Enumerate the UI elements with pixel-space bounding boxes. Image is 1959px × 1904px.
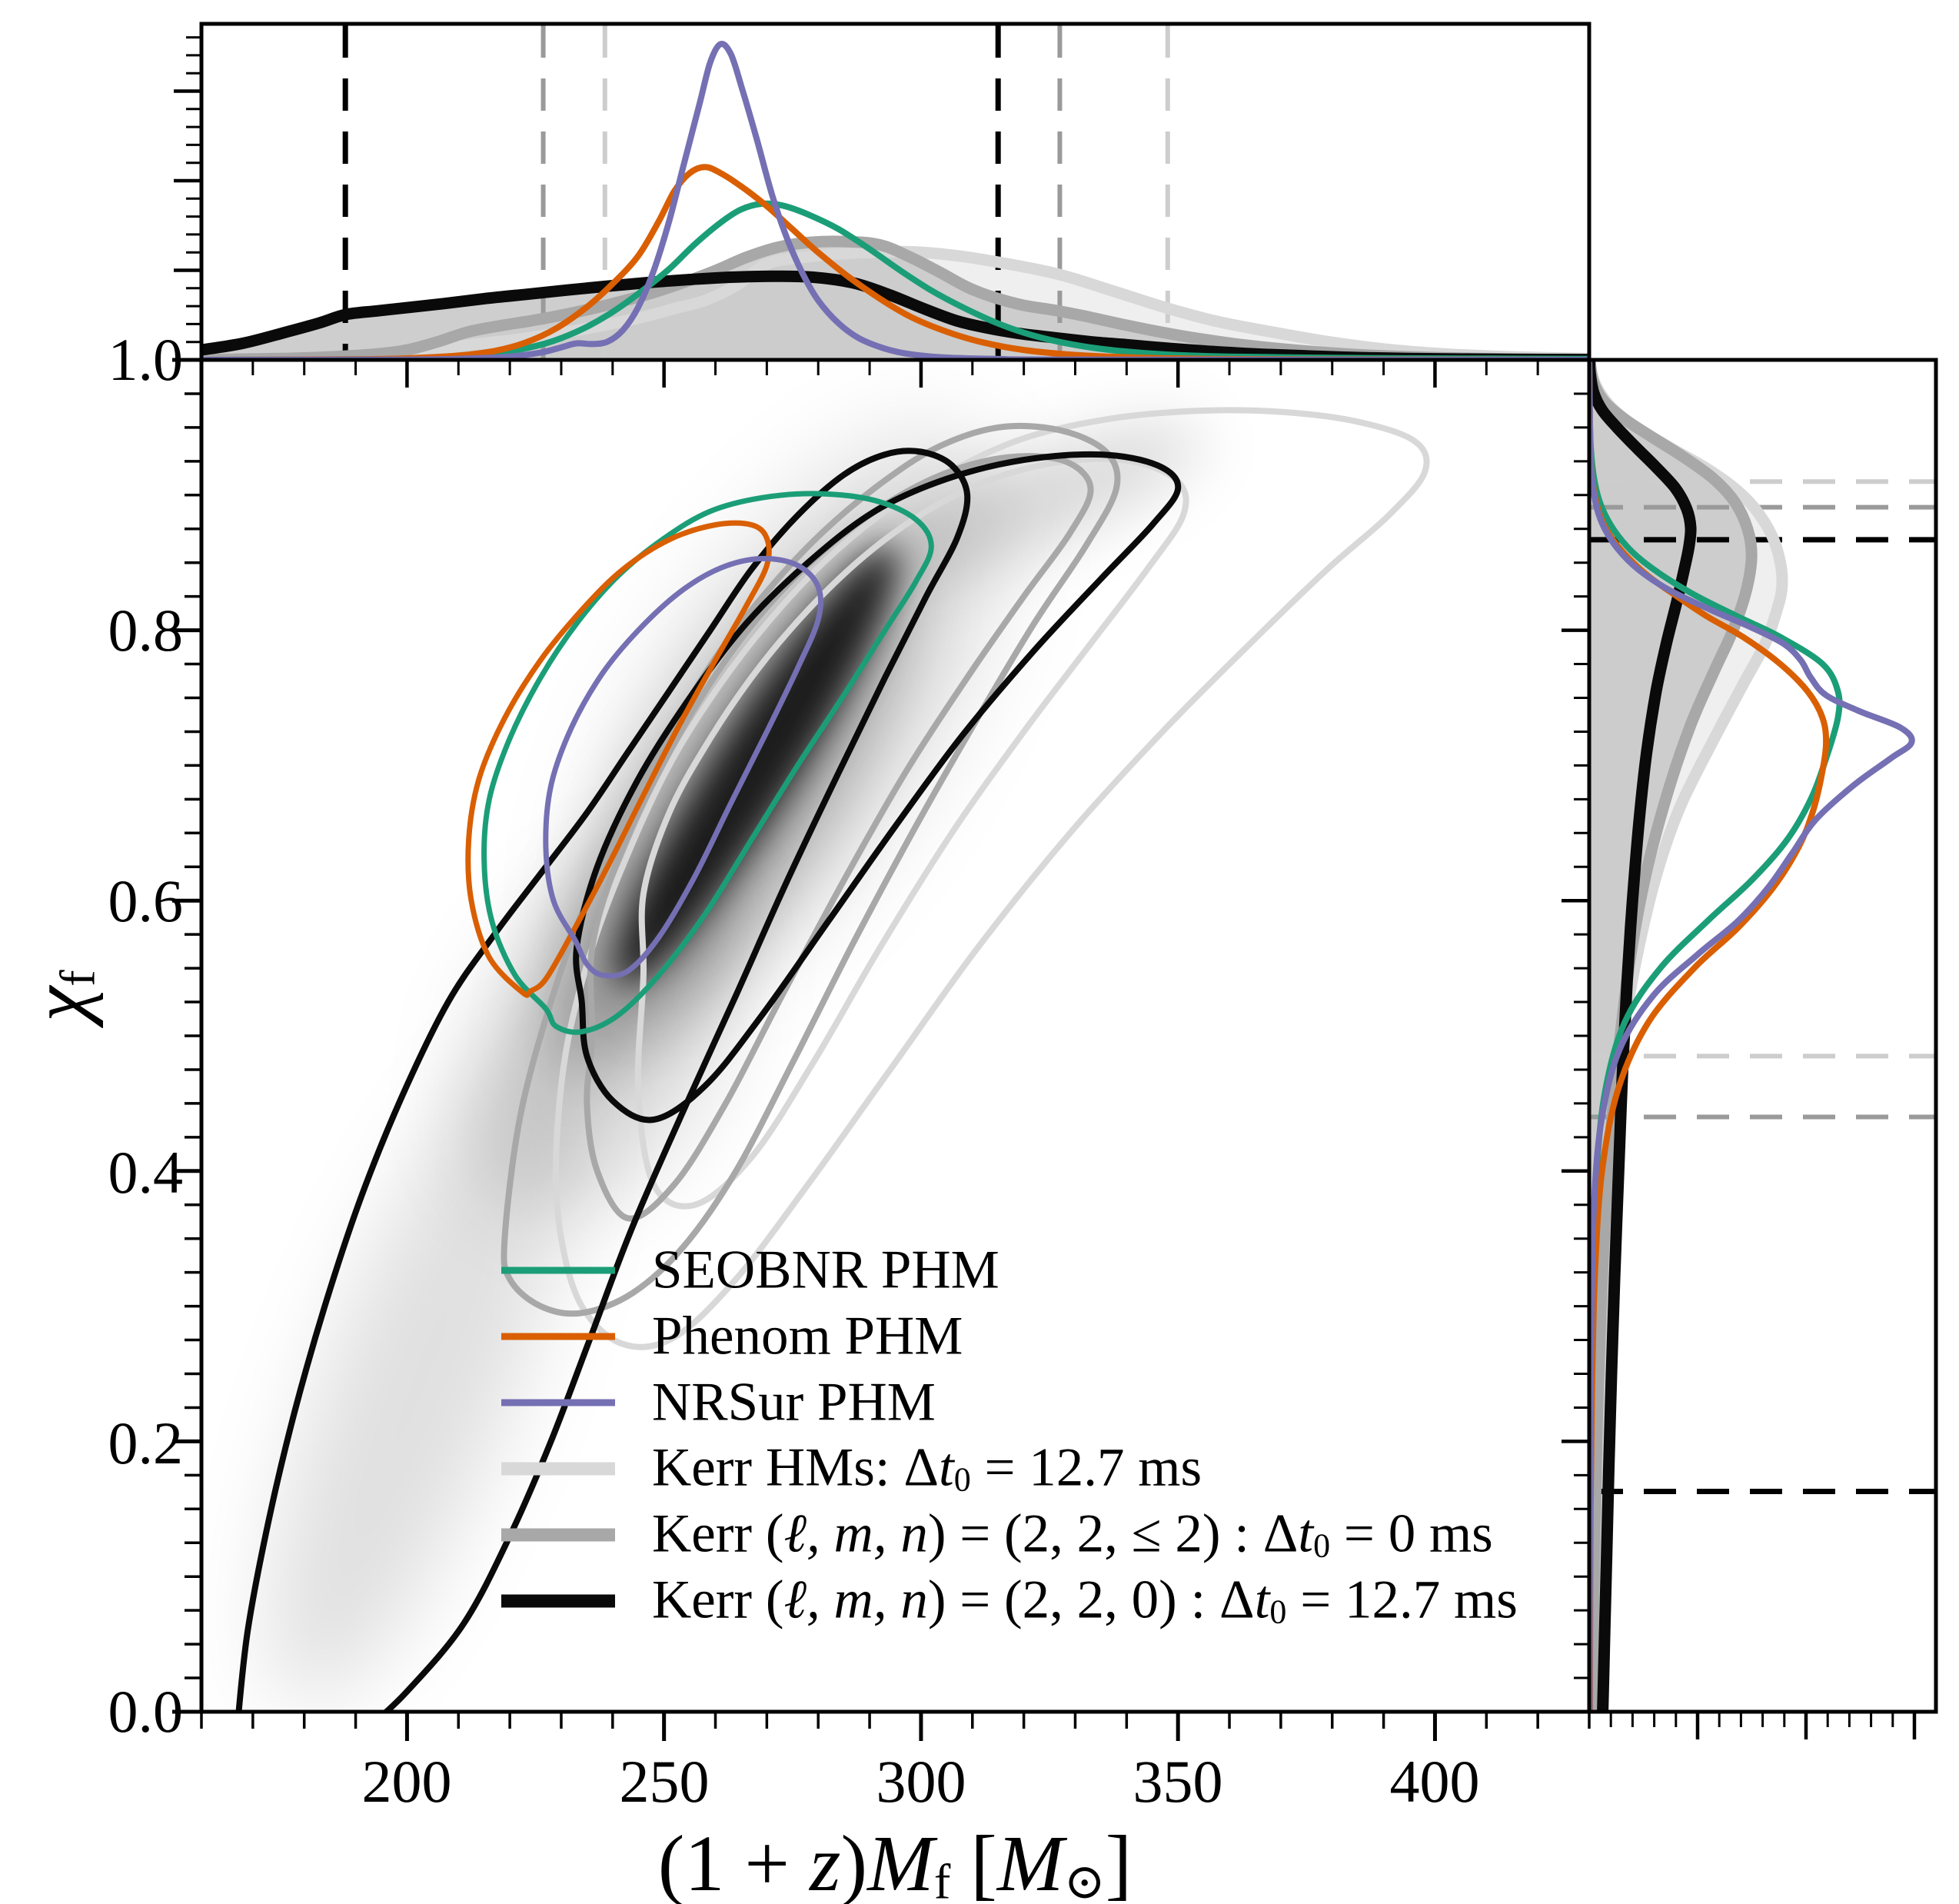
nrsur-spin-marginal-curve — [1589, 360, 1915, 1712]
nrsur-contour-outer — [543, 555, 824, 979]
density-blob — [269, 1044, 576, 1704]
right-marginal-panel — [1589, 360, 1934, 1712]
kerr_22n-contour-outer — [501, 422, 1121, 1317]
kerr_22n-contour-inner — [584, 453, 1094, 1222]
kerr_220-spin-fill — [1589, 360, 1691, 1712]
seobnr-contour-outer — [481, 491, 934, 1035]
kerr_22n-mass-marginal-curve — [201, 235, 1589, 360]
density-blob — [866, 423, 1202, 581]
kerr_220-contour-outer — [235, 448, 971, 1712]
kerr_220-spin-marginal-curve — [1589, 360, 1697, 1712]
kerr_hms-contour-outer — [553, 407, 1430, 1350]
axes-frames — [172, 22, 1938, 1741]
kerr_22n-spin-marginal-curve — [1589, 360, 1758, 1712]
kerr_220-contour-inner — [573, 451, 1182, 1123]
top-frame — [199, 22, 1591, 362]
top-marginal-panel — [201, 25, 1589, 360]
nrsur-mass-marginal-curve — [201, 41, 1589, 360]
density-blob — [471, 858, 734, 1213]
main-2d-panel — [235, 407, 1430, 1712]
phenom-contour-outer — [465, 520, 772, 998]
kerr_hms-contour-inner — [634, 455, 1189, 1210]
